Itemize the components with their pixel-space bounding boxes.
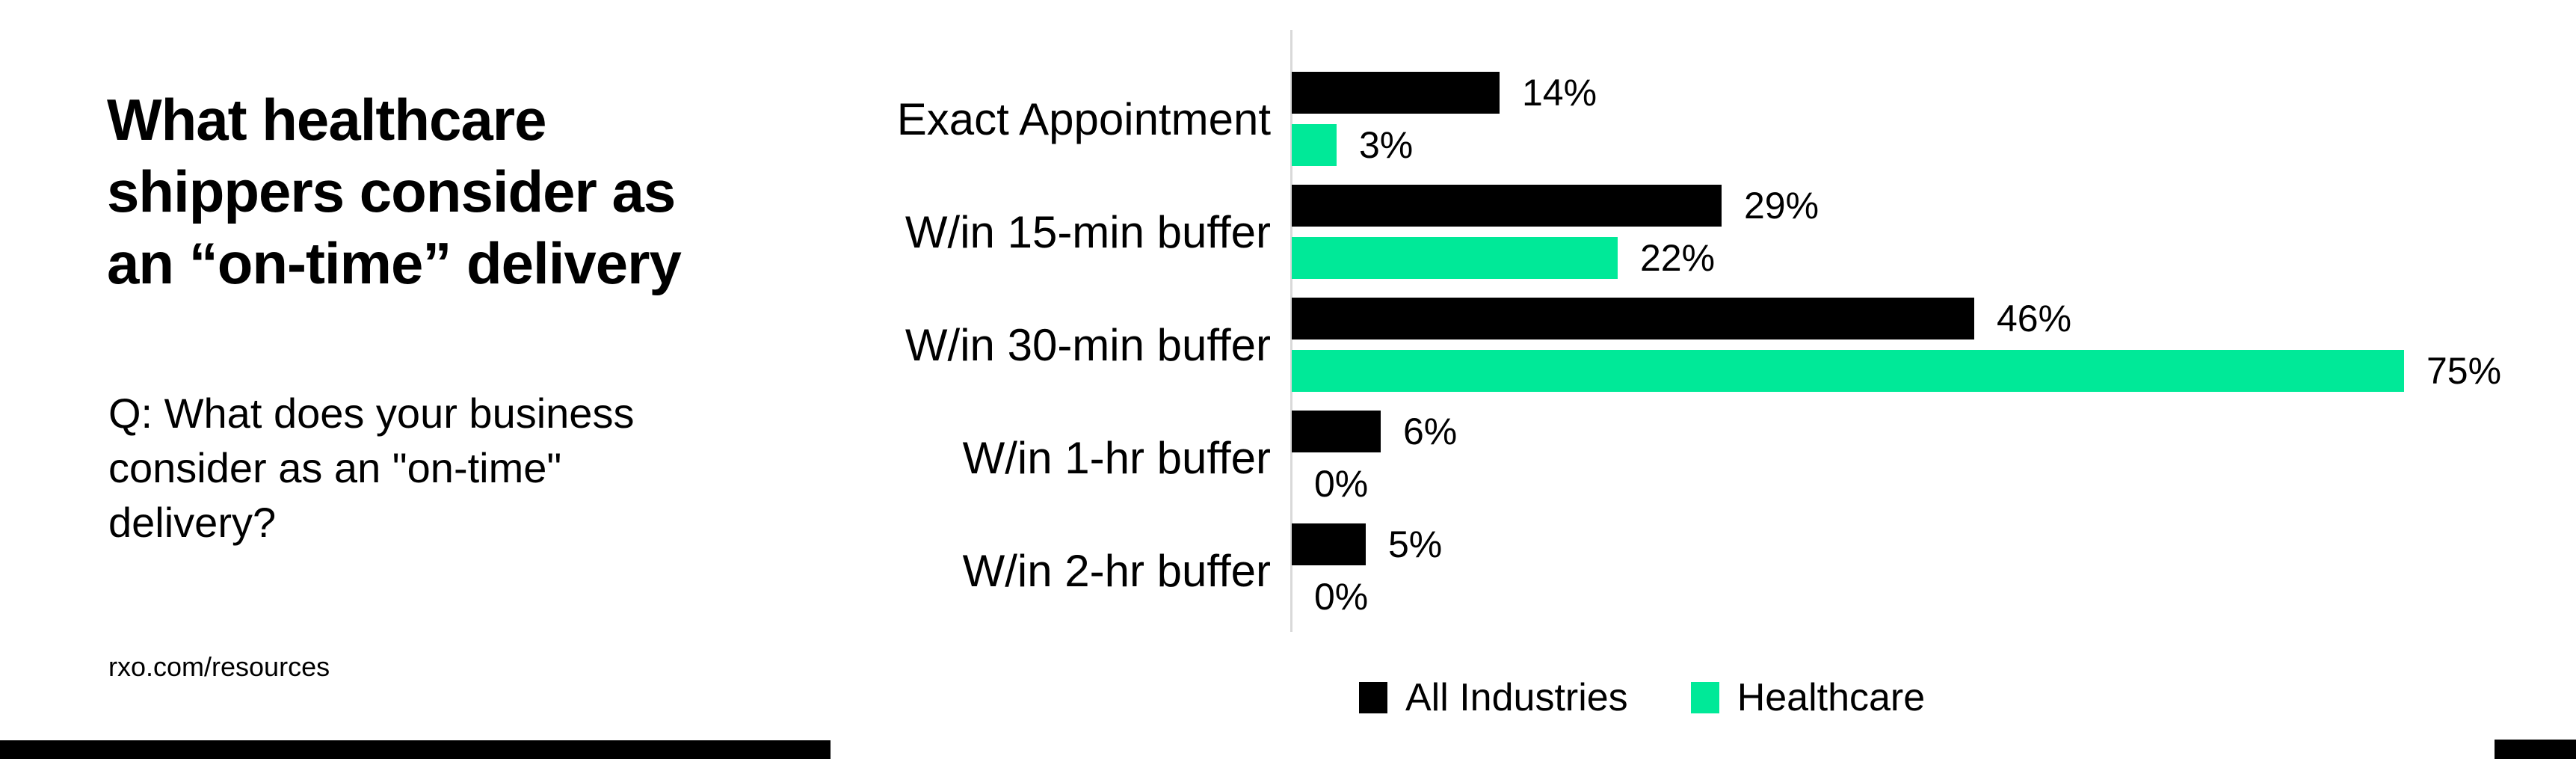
legend-swatch-healthcare: [1690, 682, 1719, 713]
category-label-exact-appointment: Exact Appointment: [896, 93, 1271, 144]
y-axis-line: [1290, 30, 1292, 632]
legend-item-healthcare: Healthcare: [1690, 675, 1926, 720]
value-label-healthcare-w-in-30-min-buffer: 75%: [2426, 350, 2502, 392]
bar-all-industries-exact-appointment: [1292, 72, 1500, 114]
category-label-w-in-1-hr-buffer: W/in 1-hr buffer: [962, 432, 1271, 483]
category-label-w-in-15-min-buffer: W/in 15-min buffer: [905, 206, 1271, 257]
legend-label-healthcare: Healthcare: [1737, 676, 1926, 719]
value-label-all-industries-w-in-30-min-buffer: 46%: [1997, 298, 2072, 339]
value-label-healthcare-w-in-1-hr-buffer: 0%: [1314, 463, 1369, 505]
bottom-accent-bar: [0, 740, 831, 759]
category-label-w-in-30-min-buffer: W/in 30-min buffer: [905, 319, 1271, 370]
legend-swatch-all-industries: [1359, 682, 1387, 713]
survey-question: Q: What does your business consider as an…: [108, 390, 635, 546]
page-title: What healthcare shippers consider as an “o…: [107, 87, 682, 296]
bar-healthcare-w-in-30-min-buffer: [1292, 350, 2404, 392]
chart-legend: All Industries Healthcare: [1359, 675, 1926, 720]
category-label-w-in-2-hr-buffer: W/in 2-hr buffer: [962, 545, 1271, 596]
value-label-all-industries-w-in-15-min-buffer: 29%: [1744, 185, 1819, 227]
value-label-all-industries-w-in-1-hr-buffer: 6%: [1403, 411, 1458, 452]
value-label-all-industries-w-in-2-hr-buffer: 5%: [1388, 523, 1443, 565]
bar-all-industries-w-in-1-hr-buffer: [1292, 411, 1381, 452]
value-label-healthcare-exact-appointment: 3%: [1359, 124, 1414, 166]
legend-item-all-industries: All Industries: [1359, 675, 1628, 720]
bar-all-industries-w-in-2-hr-buffer: [1292, 523, 1366, 565]
bar-healthcare-exact-appointment: [1292, 124, 1337, 166]
bar-healthcare-w-in-15-min-buffer: [1292, 237, 1618, 279]
footer-url: rxo.com/resources: [108, 651, 330, 682]
value-label-healthcare-w-in-2-hr-buffer: 0%: [1314, 576, 1369, 618]
value-label-all-industries-exact-appointment: 14%: [1522, 72, 1597, 114]
bottom-right-accent-block: [2495, 740, 2576, 759]
value-label-healthcare-w-in-15-min-buffer: 22%: [1640, 237, 1716, 279]
bar-all-industries-w-in-15-min-buffer: [1292, 185, 1722, 227]
legend-label-all-industries: All Industries: [1405, 676, 1628, 719]
bar-all-industries-w-in-30-min-buffer: [1292, 298, 1974, 339]
